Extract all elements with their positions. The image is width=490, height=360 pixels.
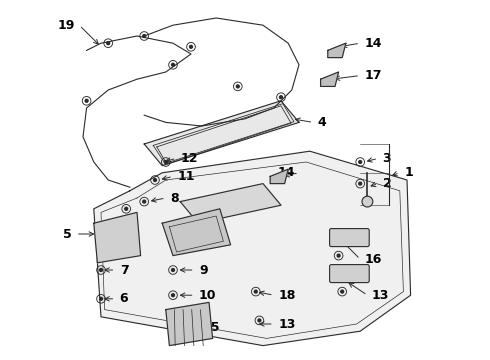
Polygon shape xyxy=(94,151,411,346)
Circle shape xyxy=(341,290,343,293)
Text: 14: 14 xyxy=(365,37,382,50)
FancyBboxPatch shape xyxy=(330,265,369,283)
Circle shape xyxy=(236,85,239,88)
Text: 7: 7 xyxy=(120,264,128,276)
Text: 10: 10 xyxy=(199,289,217,302)
Circle shape xyxy=(172,269,174,271)
Text: 16: 16 xyxy=(365,253,382,266)
Circle shape xyxy=(153,179,156,181)
Polygon shape xyxy=(320,72,339,86)
Text: 8: 8 xyxy=(170,192,179,204)
Circle shape xyxy=(254,290,257,293)
Circle shape xyxy=(362,196,373,207)
Polygon shape xyxy=(144,101,299,166)
Circle shape xyxy=(143,200,146,203)
Polygon shape xyxy=(166,302,213,346)
Text: 6: 6 xyxy=(120,292,128,305)
Circle shape xyxy=(99,297,102,300)
Circle shape xyxy=(359,161,362,163)
Text: 13: 13 xyxy=(278,318,295,330)
Text: 14: 14 xyxy=(277,166,294,179)
Polygon shape xyxy=(180,184,281,223)
Circle shape xyxy=(280,96,282,99)
Circle shape xyxy=(190,45,193,48)
Text: 12: 12 xyxy=(181,152,198,165)
Text: 3: 3 xyxy=(383,152,391,165)
Text: 5: 5 xyxy=(63,228,72,240)
Circle shape xyxy=(143,35,146,37)
Text: 11: 11 xyxy=(177,170,195,183)
FancyBboxPatch shape xyxy=(330,229,369,247)
Text: 17: 17 xyxy=(365,69,382,82)
Text: 1: 1 xyxy=(404,166,413,179)
Circle shape xyxy=(107,42,110,45)
Circle shape xyxy=(172,63,174,66)
Circle shape xyxy=(172,294,174,297)
Circle shape xyxy=(164,161,167,163)
Polygon shape xyxy=(162,209,231,256)
Circle shape xyxy=(337,254,340,257)
Text: 18: 18 xyxy=(278,289,295,302)
Circle shape xyxy=(359,182,362,185)
Text: 19: 19 xyxy=(58,19,75,32)
Text: 15: 15 xyxy=(202,321,220,334)
Circle shape xyxy=(125,207,127,210)
Polygon shape xyxy=(94,212,141,263)
Polygon shape xyxy=(328,43,346,58)
Text: 4: 4 xyxy=(318,116,326,129)
Polygon shape xyxy=(270,169,288,184)
Circle shape xyxy=(258,319,261,322)
Text: 2: 2 xyxy=(383,177,392,190)
Circle shape xyxy=(85,99,88,102)
Circle shape xyxy=(99,269,102,271)
Text: 13: 13 xyxy=(372,289,389,302)
Text: 9: 9 xyxy=(199,264,208,276)
